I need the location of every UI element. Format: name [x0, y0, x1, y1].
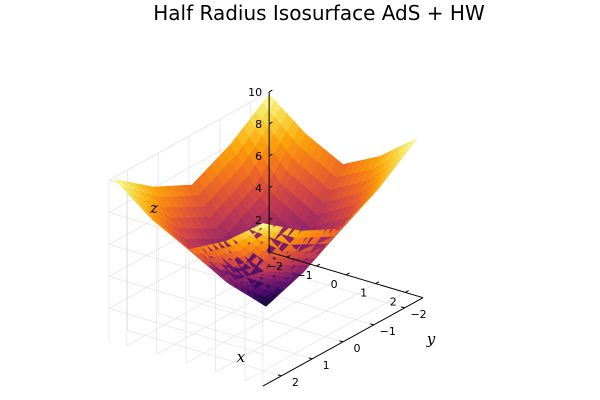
x-tick-mark	[405, 290, 409, 293]
back-wall-grid-z	[108, 307, 263, 355]
z-tick-mark	[268, 121, 273, 125]
x-tick-mark	[375, 281, 380, 285]
z-tick-label: 6	[255, 150, 262, 163]
x-tick-label: 0	[331, 278, 338, 291]
y-tick-label: −1	[380, 325, 396, 338]
y-axis-title: y	[426, 330, 436, 348]
back-wall-grid-z	[108, 275, 263, 323]
z-tick-label: 4	[255, 182, 262, 195]
z-tick-label: 8	[255, 118, 262, 131]
z-tick-mark	[268, 185, 273, 189]
surface-layer	[114, 94, 418, 307]
y-tick-label: 1	[323, 359, 330, 372]
chart-title: Half Radius Isosurface AdS + HW	[153, 1, 485, 25]
x-tick-mark	[316, 263, 321, 267]
z-tick-label: 2	[255, 214, 262, 227]
x-tick-label: 1	[360, 287, 367, 300]
y-tick-mark	[277, 374, 282, 377]
y-tick-label: −2	[410, 308, 426, 321]
x-axis-title: x	[237, 348, 246, 366]
wall-edge	[108, 91, 270, 181]
z-tick-label: 10	[248, 86, 262, 99]
x-tick-label: 2	[390, 295, 397, 308]
x-tick-mark	[345, 272, 350, 276]
y-tick-mark	[308, 357, 313, 360]
x-tick-label: −2	[267, 260, 283, 273]
y-tick-label: 2	[292, 376, 299, 389]
floor-grid-y	[188, 295, 344, 343]
y-tick-mark	[370, 323, 374, 326]
y-axis-line	[262, 297, 424, 387]
z-tick-mark	[268, 217, 273, 221]
z-tick-mark	[268, 153, 273, 157]
y-tick-mark	[339, 340, 344, 343]
surface-patch	[404, 138, 418, 151]
z-axis-title: z	[149, 199, 158, 217]
ticks-layer: −2 −1 0 1 2 −2 −1 0 1 2 2 4 6 8 10	[248, 86, 427, 389]
x-tick-mark	[286, 254, 291, 258]
floor-grid-y	[158, 312, 313, 360]
z-tick-mark	[268, 89, 273, 93]
y-tick-mark	[401, 306, 405, 309]
floor-grid-y	[127, 329, 282, 377]
x-tick-label: −1	[296, 269, 312, 282]
y-tick-label: 0	[353, 342, 360, 355]
